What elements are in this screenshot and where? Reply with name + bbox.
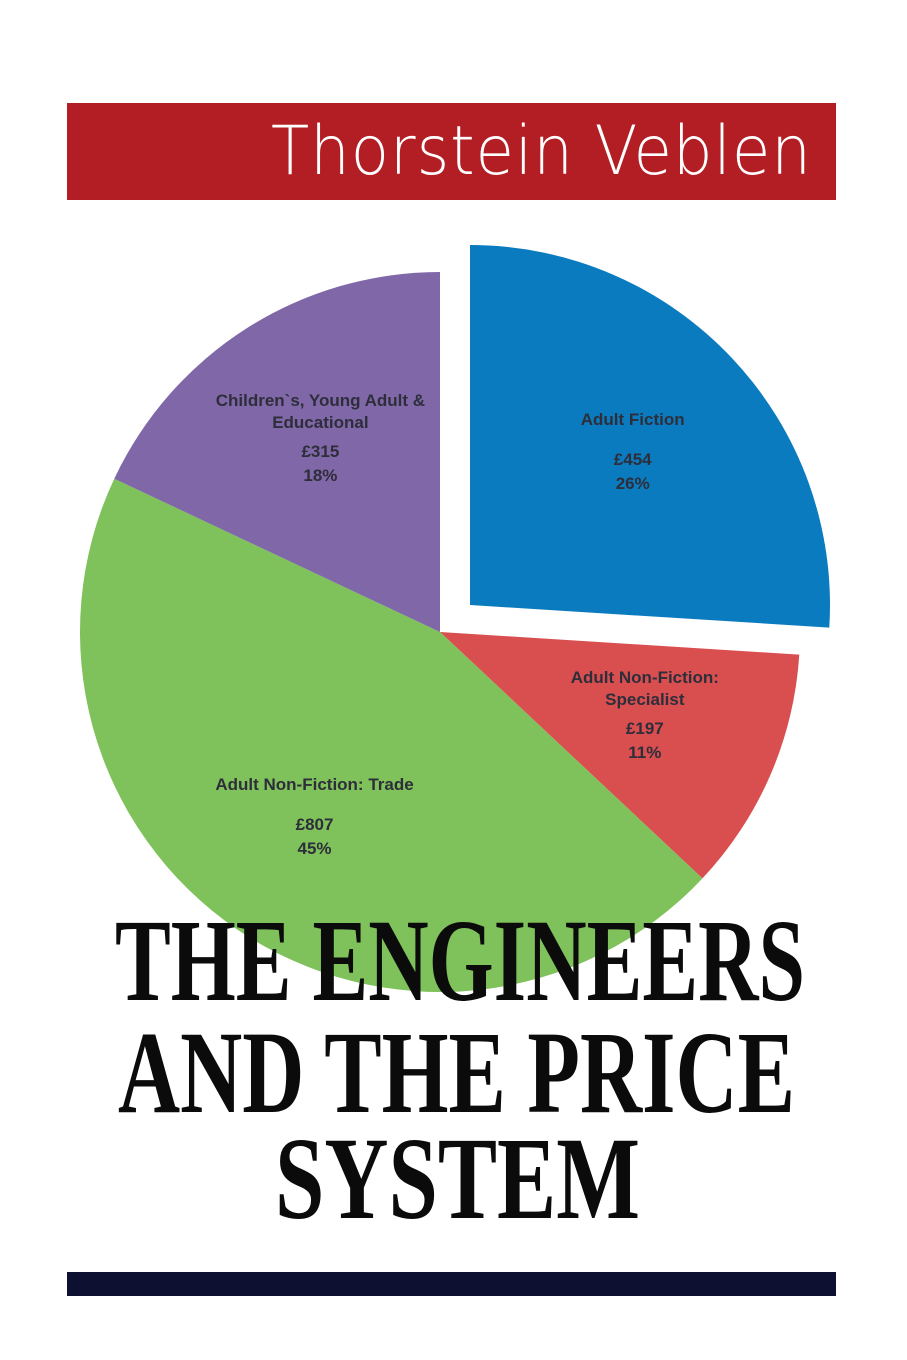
pie-slice	[440, 632, 800, 879]
title-line: THE ENGINEERS	[115, 895, 805, 1026]
slice-category: Adult Non-Fiction: Specialist	[570, 667, 719, 709]
slice-percent: 11%	[628, 742, 662, 762]
slice-amount: £197	[625, 718, 664, 738]
author-banner: Thorstein Veblen	[67, 103, 836, 200]
author: Thorstein Veblen	[271, 112, 812, 191]
slice-percent: 26%	[615, 474, 650, 494]
slice-category: Adult Non-Fiction: Trade	[215, 774, 414, 794]
pie-slice	[470, 245, 830, 628]
slice-category: Children`s, Young Adult & Educational	[215, 390, 426, 432]
pie-slice	[114, 272, 440, 632]
title-line: SYSTEM	[275, 1113, 640, 1244]
slice-amount: £807	[295, 814, 334, 834]
slice-percent: 45%	[297, 838, 332, 858]
slice-percent: 18%	[303, 465, 338, 485]
title-line: AND THE PRICE	[118, 1007, 795, 1138]
slice-category: Adult Fiction	[580, 410, 685, 430]
pie-slice	[79, 478, 703, 993]
slice-amount: £454	[613, 450, 652, 470]
slice-amount: £315	[301, 441, 340, 461]
footer-bar	[67, 1272, 836, 1296]
